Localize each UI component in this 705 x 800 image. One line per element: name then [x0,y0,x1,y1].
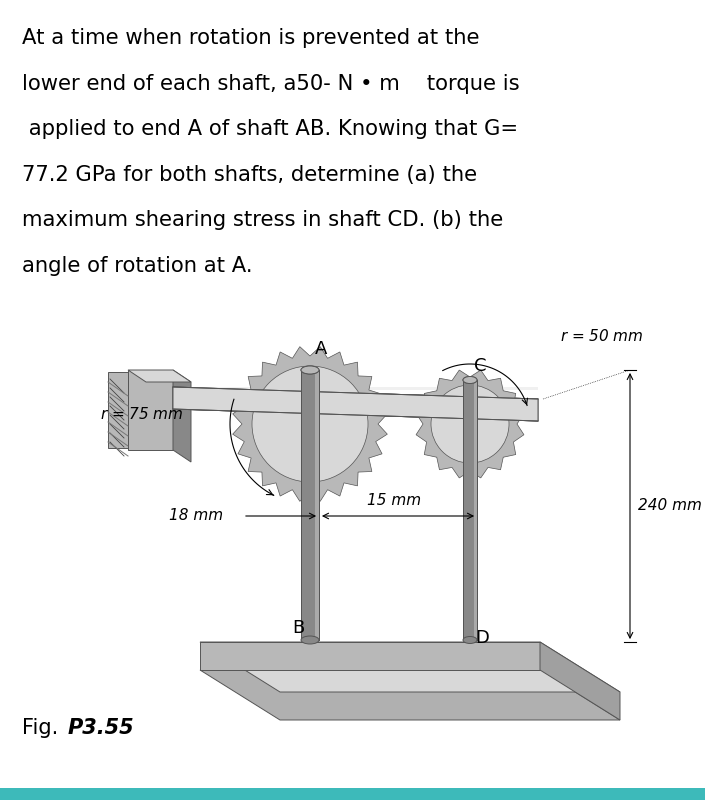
Polygon shape [416,370,524,478]
Polygon shape [540,642,620,720]
Text: A: A [315,340,327,358]
Text: At a time when rotation is prevented at the: At a time when rotation is prevented at … [22,28,479,48]
Ellipse shape [301,366,319,374]
Bar [301,370,319,640]
Ellipse shape [463,377,477,383]
Text: maximum shearing stress in shaft CD. (b) the: maximum shearing stress in shaft CD. (b)… [22,210,503,230]
Polygon shape [200,642,540,670]
Bar [301,370,319,640]
Bar [474,380,477,640]
Text: applied to end A of shaft AB. Knowing that G=: applied to end A of shaft AB. Knowing th… [22,119,518,139]
Polygon shape [233,346,387,502]
Bar [315,370,319,640]
Circle shape [252,366,368,482]
Polygon shape [200,670,620,720]
Bar [0,788,705,800]
Text: $r$ = 50 mm: $r$ = 50 mm [560,328,644,344]
Text: P3.55: P3.55 [68,718,135,738]
Ellipse shape [463,377,477,383]
Text: C: C [474,357,486,375]
Polygon shape [128,370,173,450]
Text: B: B [293,619,305,637]
Text: 18 mm: 18 mm [169,509,223,523]
Bar [108,372,128,448]
Polygon shape [173,370,191,462]
Text: 15 mm: 15 mm [367,493,421,508]
Ellipse shape [301,366,319,374]
Polygon shape [200,642,620,692]
Text: Fig.: Fig. [22,718,65,738]
Bar [474,380,477,640]
Text: lower end of each shaft, a50- N • m    torque is: lower end of each shaft, a50- N • m torq… [22,74,520,94]
Text: 240 mm: 240 mm [638,498,702,514]
Ellipse shape [301,636,319,644]
Bar [173,387,538,390]
Text: 77.2 GPa for both shafts, determine (a) the: 77.2 GPa for both shafts, determine (a) … [22,165,477,185]
Bar [463,380,477,640]
Circle shape [431,385,509,463]
Bar [463,380,477,640]
Bar [315,370,319,640]
Ellipse shape [463,637,477,643]
Text: D: D [475,629,489,647]
Polygon shape [173,387,538,421]
Text: $r$ = 75 mm: $r$ = 75 mm [100,406,184,422]
Text: angle of rotation at A.: angle of rotation at A. [22,255,252,275]
Polygon shape [173,387,538,421]
Polygon shape [128,370,191,382]
